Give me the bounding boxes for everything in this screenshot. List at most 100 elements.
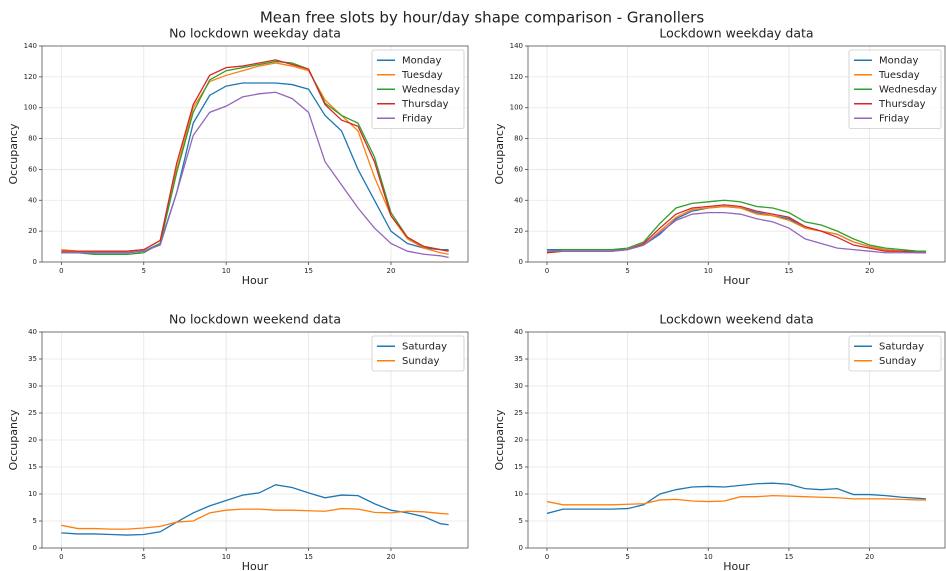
y-tick-label: 25	[514, 409, 523, 417]
y-tick-label: 15	[28, 463, 37, 471]
y-tick-label: 40	[514, 328, 523, 336]
legend-label: Saturday	[879, 341, 924, 352]
line-series	[546, 494, 927, 506]
legend-label: Sunday	[879, 356, 916, 367]
subplot-title: Lockdown weekend data	[659, 312, 813, 327]
x-axis-label: Hour	[242, 274, 269, 287]
y-tick-label: 20	[514, 436, 523, 444]
axes-frame	[41, 45, 469, 263]
legend-box	[848, 335, 942, 372]
line-series	[61, 91, 449, 259]
line-series	[61, 60, 449, 255]
subplot: No lockdown weekend data Hour Occupancy 0 5 1…	[7, 312, 469, 571]
legend-label: Wednesday	[402, 84, 460, 95]
legend-box	[371, 335, 465, 372]
line-series	[546, 482, 927, 515]
line-series	[61, 59, 449, 252]
axes-frame	[41, 331, 469, 549]
x-tick-label: 15	[784, 553, 793, 561]
legend: Monday Tuesday Wednesday Thursday Friday	[848, 49, 942, 129]
x-tick-label: 20	[386, 553, 395, 561]
x-tick-label: 10	[704, 267, 713, 275]
y-tick-label: 5	[33, 517, 37, 525]
y-tick-label: 40	[514, 196, 523, 204]
line-series	[546, 211, 927, 254]
y-tick-label: 0	[519, 258, 523, 266]
subplot: Lockdown weekend data Hour Occupancy 0 5 10 15…	[493, 312, 946, 571]
legend-label: Monday	[879, 55, 919, 66]
legend-label: Friday	[402, 113, 432, 124]
figure-title: Mean free slots by hour/day shape compar…	[260, 9, 705, 27]
y-tick-label: 40	[28, 196, 37, 204]
subplot-title: No lockdown weekday data	[169, 26, 341, 41]
legend-label: Tuesday	[878, 70, 920, 81]
y-tick-label: 20	[28, 227, 37, 235]
axes-frame	[527, 45, 946, 263]
y-tick-label: 60	[28, 165, 37, 173]
y-axis-label: Occupancy	[7, 123, 20, 184]
x-tick-label: 0	[59, 267, 63, 275]
x-tick-label: 15	[304, 267, 313, 275]
y-axis-label: Occupancy	[493, 123, 506, 184]
subplot-title: No lockdown weekend data	[169, 312, 341, 327]
x-tick-label: 5	[142, 553, 146, 561]
y-tick-label: 140	[510, 42, 523, 50]
legend-label: Sunday	[402, 356, 439, 367]
y-tick-label: 10	[514, 490, 523, 498]
x-tick-label: 10	[222, 267, 231, 275]
y-axis-label: Occupancy	[493, 409, 506, 470]
y-tick-label: 10	[28, 490, 37, 498]
x-axis-label: Hour	[723, 560, 750, 571]
y-tick-label: 5	[519, 517, 523, 525]
x-tick-label: 20	[386, 267, 395, 275]
x-axis-label: Hour	[242, 560, 269, 571]
y-tick-label: 35	[514, 355, 523, 363]
legend: Monday Tuesday Wednesday Thursday Friday	[371, 49, 465, 129]
y-tick-label: 60	[514, 165, 523, 173]
line-series	[61, 484, 449, 536]
y-tick-label: 0	[33, 258, 37, 266]
y-tick-label: 100	[510, 104, 523, 112]
x-tick-label: 5	[625, 267, 629, 275]
x-axis-label: Hour	[723, 274, 750, 287]
x-tick-label: 10	[222, 553, 231, 561]
y-tick-label: 35	[28, 355, 37, 363]
y-tick-label: 30	[28, 382, 37, 390]
x-tick-label: 20	[865, 553, 874, 561]
y-tick-label: 0	[33, 544, 37, 552]
legend-label: Monday	[402, 55, 442, 66]
x-tick-label: 0	[545, 267, 549, 275]
y-tick-label: 25	[28, 409, 37, 417]
x-tick-label: 5	[625, 553, 629, 561]
y-tick-label: 0	[519, 544, 523, 552]
subplot-title: Lockdown weekday data	[659, 26, 813, 41]
y-axis-label: Occupancy	[7, 409, 20, 470]
x-tick-label: 10	[704, 553, 713, 561]
y-tick-label: 20	[514, 227, 523, 235]
x-tick-label: 0	[59, 553, 63, 561]
x-tick-label: 15	[304, 553, 313, 561]
y-tick-label: 30	[514, 382, 523, 390]
legend-label: Wednesday	[879, 84, 937, 95]
legend-box	[371, 49, 465, 129]
legend-box	[848, 49, 942, 129]
x-tick-label: 0	[545, 553, 549, 561]
legend-label: Thursday	[401, 99, 449, 110]
y-tick-label: 120	[24, 73, 37, 81]
legend: Saturday Sunday	[371, 335, 465, 372]
legend: Saturday Sunday	[848, 335, 942, 372]
subplot: Lockdown weekday data Hour Occupancy 0 20 40 6…	[493, 26, 946, 287]
y-tick-label: 100	[24, 104, 37, 112]
legend-label: Saturday	[402, 341, 447, 352]
axes-frame	[527, 331, 946, 549]
legend-label: Tuesday	[401, 70, 443, 81]
line-series	[61, 507, 449, 530]
y-tick-label: 80	[514, 135, 523, 143]
x-tick-label: 15	[784, 267, 793, 275]
subplot: No lockdown weekday data Hour Occupancy 0 20…	[7, 26, 469, 287]
x-tick-label: 20	[865, 267, 874, 275]
line-series	[546, 199, 927, 252]
y-tick-label: 20	[28, 436, 37, 444]
